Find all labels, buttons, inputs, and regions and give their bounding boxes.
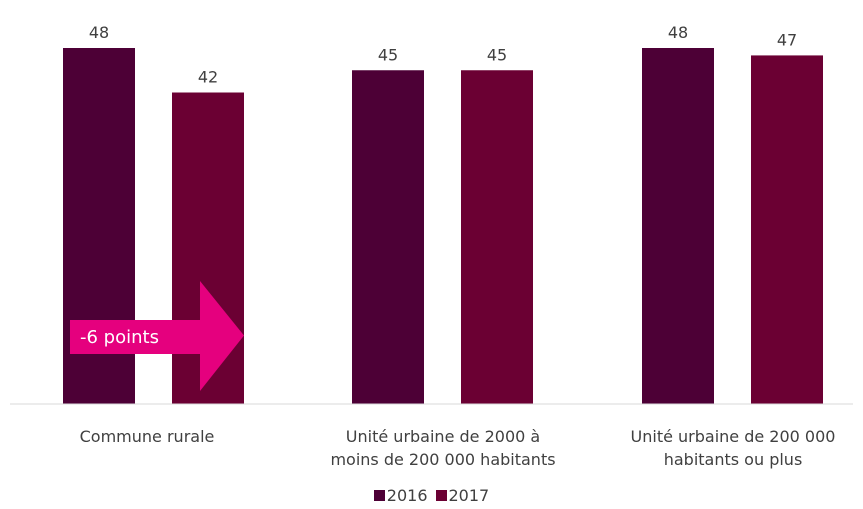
legend-label-2017: 2017 <box>448 486 490 505</box>
data-label-2017-cat1: 45 <box>487 45 507 64</box>
category-label-2-line-1: habitants ou plus <box>663 450 803 469</box>
data-label-2016-cat0: 48 <box>89 23 109 42</box>
category-label-2-line-0: Unité urbaine de 200 000 <box>630 427 836 446</box>
category-label-1: Unité urbaine de 2000 à moins de 200 000… <box>308 425 578 471</box>
bar-2017-cat1 <box>461 70 533 404</box>
bar-2016-cat2 <box>642 48 714 404</box>
category-label-1-line-0: Unité urbaine de 2000 à <box>345 427 541 446</box>
category-label-2: Unité urbaine de 200 000 habitants ou pl… <box>598 425 863 471</box>
legend-item-2016: 2016 <box>373 486 428 505</box>
legend-swatch-2017 <box>435 490 447 501</box>
category-label-1-line-1: moins de 200 000 habitants <box>330 450 556 469</box>
data-label-2017-cat2: 47 <box>777 30 797 49</box>
legend-item-2017: 2017 <box>435 486 490 505</box>
legend-swatch-2016 <box>373 490 385 501</box>
legend: 2016 2017 <box>0 486 863 505</box>
bar-chart: 48 45 48 42 45 47 -6 points <box>10 23 853 405</box>
annotation-text: -6 points <box>80 327 159 348</box>
bar-2016-cat1 <box>352 70 424 404</box>
data-label-2017-cat0: 42 <box>198 68 218 87</box>
data-label-2016-cat2: 48 <box>668 23 688 42</box>
legend-label-2016: 2016 <box>386 486 428 505</box>
annotation-arrow-shape <box>70 281 244 391</box>
bar-2017-cat2 <box>751 55 823 405</box>
category-label-0-line-0: Commune rurale <box>79 427 215 446</box>
data-label-2016-cat1: 45 <box>378 45 398 64</box>
category-label-0: Commune rurale <box>12 425 282 448</box>
